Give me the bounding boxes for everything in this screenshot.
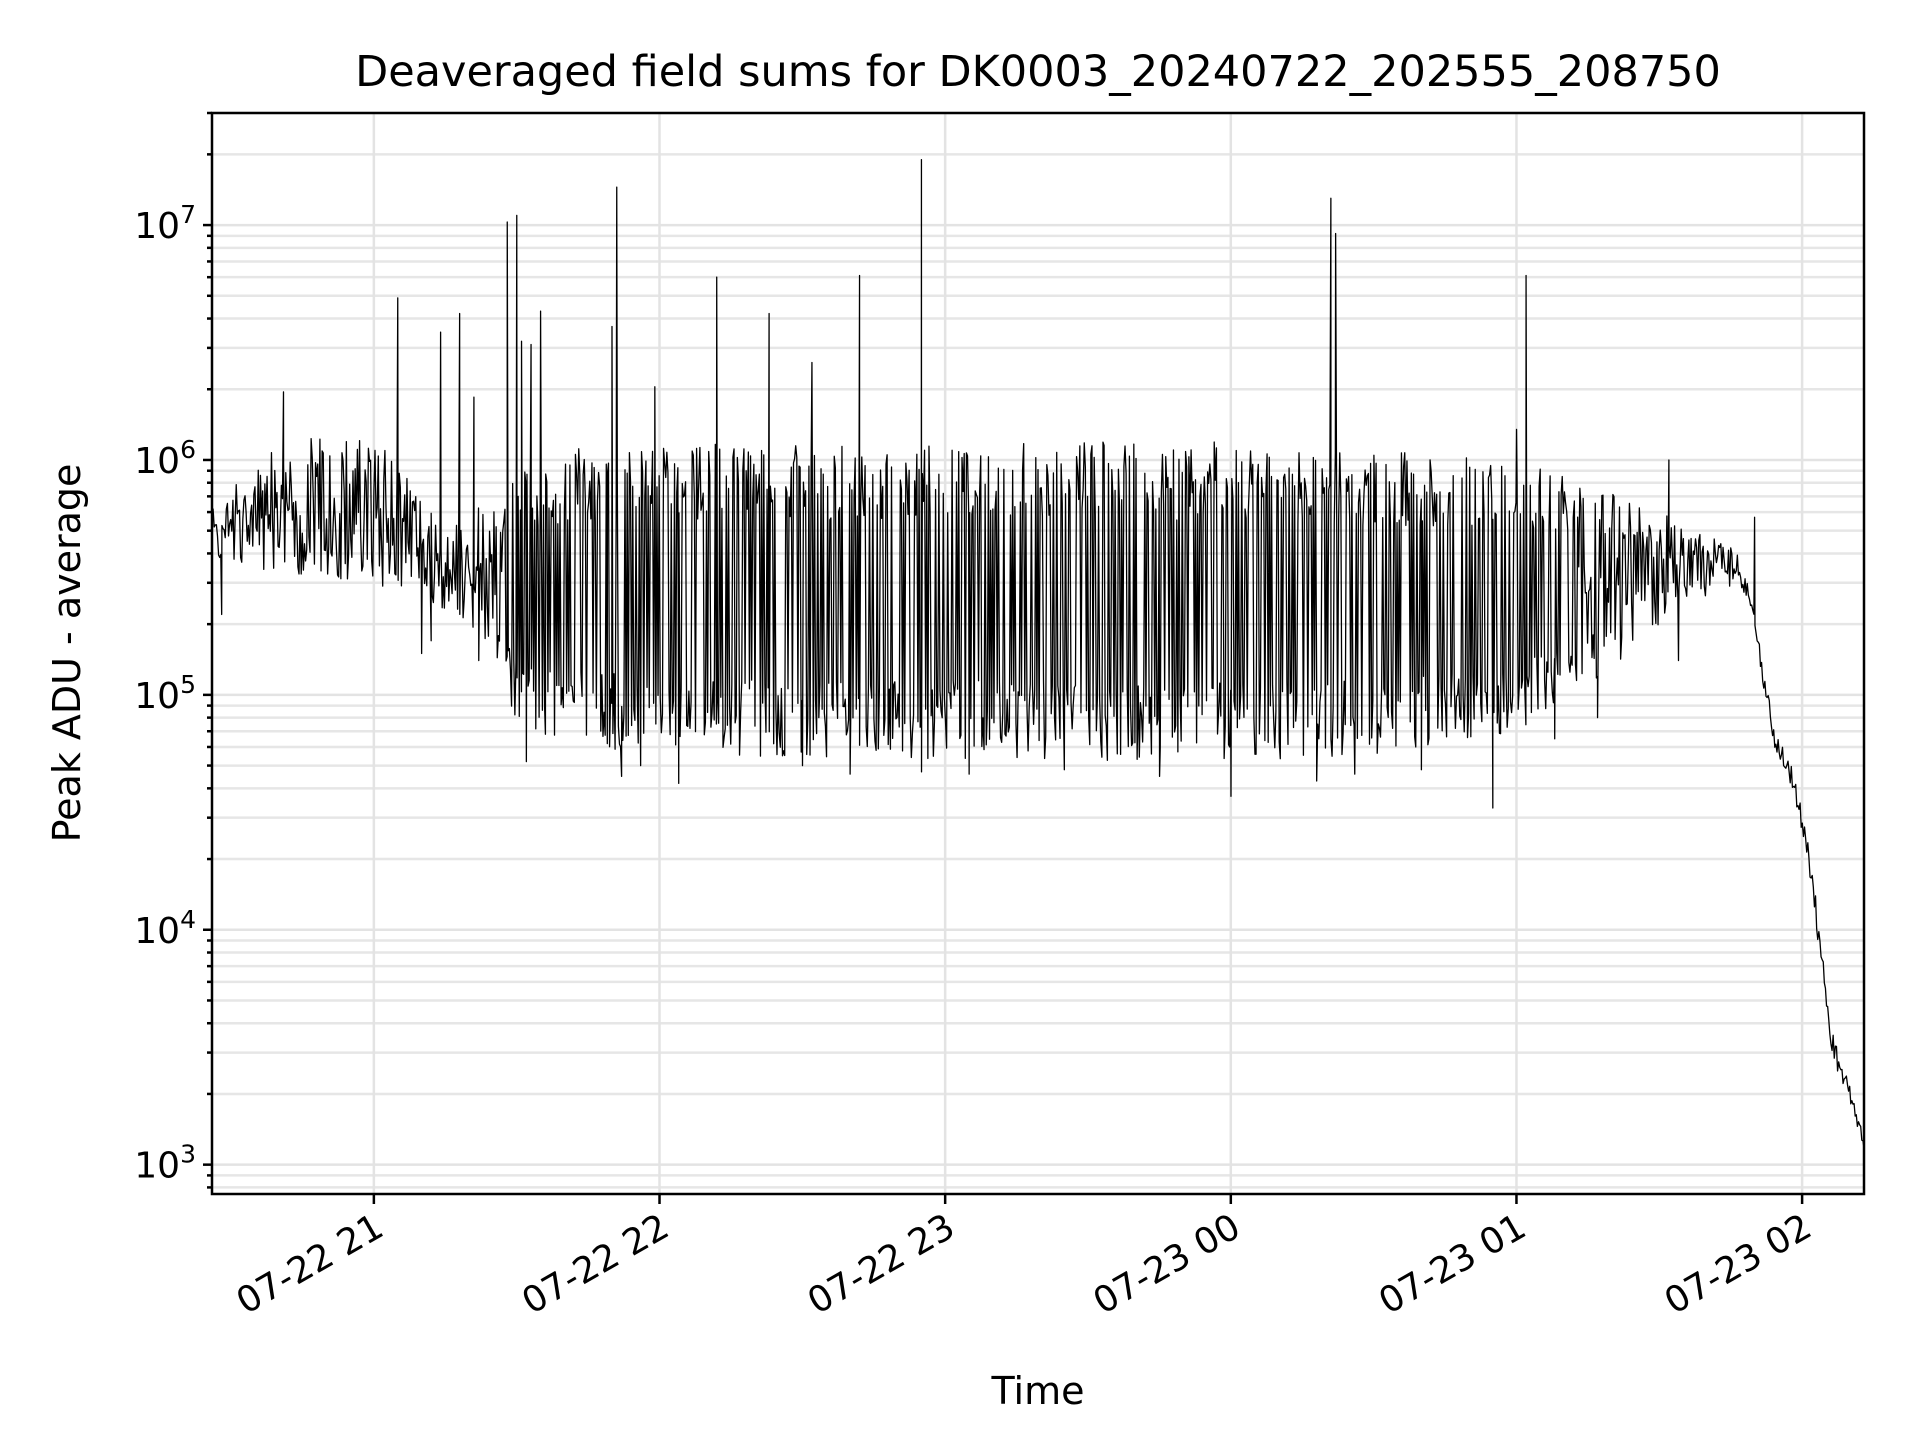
y-tick-base: 10 — [134, 206, 180, 247]
series-group — [212, 158, 1864, 1149]
y-tick-label: 107 — [134, 200, 196, 247]
y-tick-base: 10 — [134, 441, 180, 482]
plot-frame — [210, 111, 1866, 1196]
y-tick-exponent: 7 — [180, 200, 196, 229]
y-tick-exponent: 6 — [180, 435, 196, 464]
y-tick-exponent: 5 — [180, 670, 196, 699]
chart-title: Deaveraged field sums for DK0003_2024072… — [355, 47, 1721, 97]
y-tick-exponent: 4 — [180, 905, 196, 934]
y-tick-base: 10 — [134, 911, 180, 952]
y-tick-exponent: 3 — [180, 1140, 196, 1169]
y-tick-label: 104 — [134, 905, 196, 952]
x-axis-label: Time — [991, 1369, 1085, 1413]
y-tick-base: 10 — [134, 1146, 180, 1187]
series-line — [212, 158, 1864, 1149]
y-tick-label: 106 — [134, 435, 196, 482]
y-tick-base: 10 — [134, 676, 180, 717]
y-tick-label: 105 — [134, 670, 196, 717]
y-tick-label: 103 — [134, 1140, 196, 1187]
y-axis-label: Peak ADU - average — [45, 464, 89, 843]
